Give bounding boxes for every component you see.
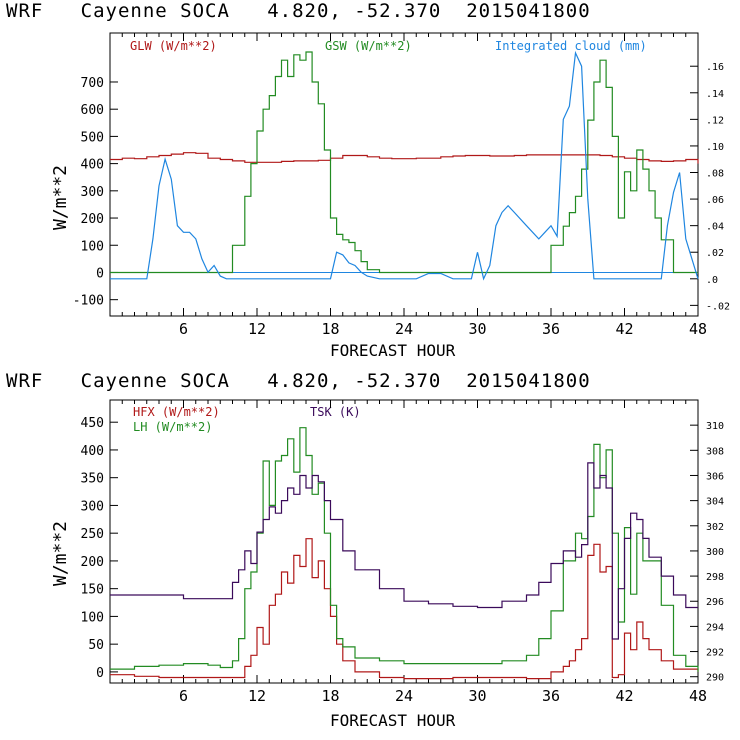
y-tick-label: 300 <box>81 499 104 514</box>
gsw-series-line <box>110 51 698 274</box>
cloud-series-line <box>110 50 699 281</box>
bottom-legend-hfx: HFX (W/m**2) <box>133 405 220 419</box>
top-panel: WRF Cayenne SOCA 4.820, -52.370 20150418… <box>6 0 730 360</box>
bottom-chart: HFX (W/m**2) LH (W/m**2) TSK (K) W/m**2 … <box>50 399 724 730</box>
top-panel-title: WRF Cayenne SOCA 4.820, -52.370 20150418… <box>6 0 591 22</box>
y-tick-label: 250 <box>81 527 104 542</box>
hfx-series-line <box>110 538 699 680</box>
y2-tick-label: 294 <box>706 622 724 633</box>
y2-tick-label: .08 <box>706 169 724 180</box>
y-tick-label: 0 <box>96 266 104 281</box>
y2-tick-label: .04 <box>706 222 724 233</box>
y-tick-label: 150 <box>81 583 104 598</box>
y-tick-label: 400 <box>81 158 104 173</box>
x-tick-label: 36 <box>542 320 560 338</box>
bottom-y-axis-label: W/m**2 <box>50 521 71 586</box>
x-tick-label: 18 <box>321 320 339 338</box>
bottom-plot-frame <box>109 399 699 684</box>
glw-series-line <box>110 152 699 164</box>
x-tick-label: 48 <box>689 320 707 338</box>
y2-tick-label: 310 <box>706 421 724 432</box>
y-tick-label: 200 <box>81 555 104 570</box>
y-tick-label: 400 <box>81 444 104 459</box>
x-tick-label: 42 <box>615 687 633 705</box>
y-tick-label: 50 <box>88 638 104 653</box>
x-tick-label: 48 <box>689 687 707 705</box>
y2-tick-label: .02 <box>706 248 724 259</box>
bottom-panel-title: WRF Cayenne SOCA 4.820, -52.370 20150418… <box>6 370 591 392</box>
y2-tick-label: 296 <box>706 597 724 608</box>
y-tick-label: 200 <box>81 212 104 227</box>
y2-tick-label: .14 <box>706 89 724 100</box>
y-tick-label: 100 <box>81 239 104 254</box>
y-tick-label: 450 <box>81 416 104 431</box>
top-legend-cloud: Integrated cloud (mm) <box>495 39 647 53</box>
top-y-axis-label: W/m**2 <box>50 165 71 230</box>
tsk-series-line <box>110 462 698 640</box>
top-x-axis-label: FORECAST HOUR <box>330 341 456 360</box>
bottom-legend-tsk: TSK (K) <box>310 405 361 419</box>
top-chart: GLW (W/m**2) GSW (W/m**2) Integrated clo… <box>50 32 730 360</box>
y-tick-label: 0 <box>96 666 104 681</box>
top-series <box>110 50 699 281</box>
x-tick-label: 6 <box>179 687 188 705</box>
y2-tick-label: 308 <box>706 446 724 457</box>
bottom-ticks: 6 12 18 24 30 36 42 48 0 50 100 150 200 250 300 350 400 4… <box>81 400 724 705</box>
y-tick-label: 100 <box>81 610 104 625</box>
y-tick-label: 500 <box>81 130 104 145</box>
y2-tick-label: 298 <box>706 572 724 583</box>
y2-tick-label: 290 <box>706 673 724 684</box>
y-tick-label: 600 <box>81 103 104 118</box>
y2-tick-label: -.02 <box>706 301 730 312</box>
y2-tick-label: .06 <box>706 195 724 206</box>
y-tick-label: 350 <box>81 472 104 487</box>
y2-tick-label: .16 <box>706 62 724 73</box>
y2-tick-label: 292 <box>706 648 724 659</box>
y2-tick-label: 304 <box>706 497 724 508</box>
top-plot-frame <box>109 32 699 317</box>
x-tick-label: 18 <box>321 687 339 705</box>
y2-tick-label: .0 <box>706 275 718 286</box>
top-legend-glw: GLW (W/m**2) <box>130 39 217 53</box>
bottom-series <box>110 427 699 680</box>
y-tick-label: -100 <box>73 294 104 309</box>
x-tick-label: 24 <box>395 320 413 338</box>
y-tick-label: 700 <box>81 76 104 91</box>
bottom-x-axis-label: FORECAST HOUR <box>330 711 456 730</box>
bottom-panel: WRF Cayenne SOCA 4.820, -52.370 20150418… <box>0 370 740 740</box>
x-tick-label: 12 <box>248 320 266 338</box>
y2-tick-label: .12 <box>706 115 724 126</box>
x-tick-label: 36 <box>542 687 560 705</box>
x-tick-label: 42 <box>615 320 633 338</box>
y2-tick-label: .10 <box>706 142 724 153</box>
bottom-legend-lh: LH (W/m**2) <box>133 420 212 434</box>
y2-tick-label: 300 <box>706 547 724 558</box>
y2-tick-label: 306 <box>706 471 724 482</box>
y2-tick-label: 302 <box>706 522 724 533</box>
x-tick-label: 30 <box>468 687 486 705</box>
top-ticks: 6 12 18 24 30 36 42 48 -100 0 100 200 300 400 500 600 70… <box>73 33 730 338</box>
x-tick-label: 24 <box>395 687 413 705</box>
y-tick-label: 300 <box>81 185 104 200</box>
x-tick-label: 12 <box>248 687 266 705</box>
lh-series-line <box>110 427 699 672</box>
top-legend-gsw: GSW (W/m**2) <box>325 39 412 53</box>
x-tick-label: 30 <box>468 320 486 338</box>
x-tick-label: 6 <box>179 320 188 338</box>
